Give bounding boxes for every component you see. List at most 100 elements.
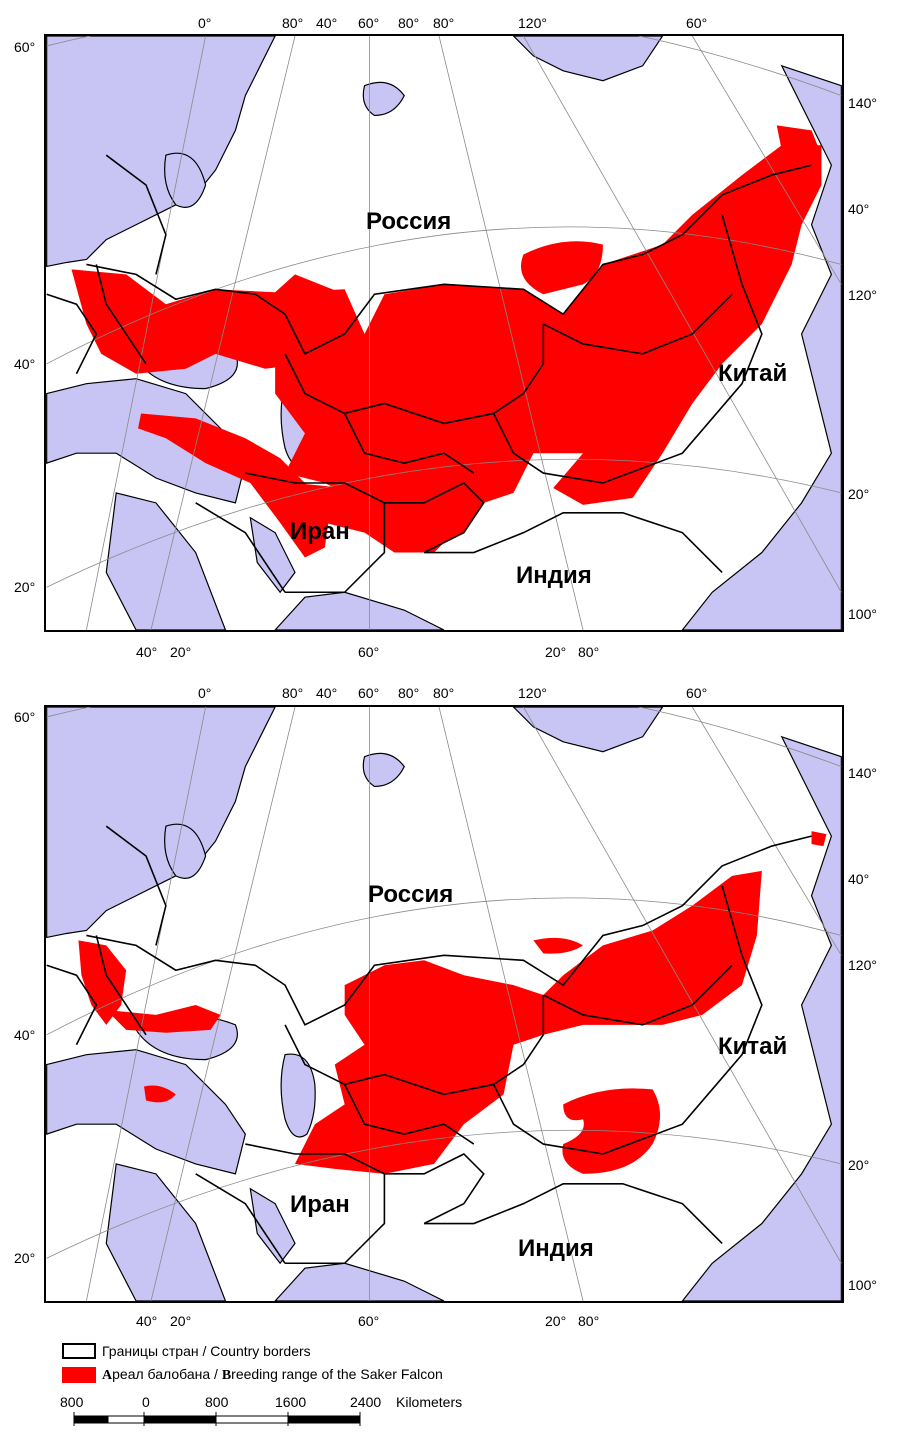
sea-persian-gulf xyxy=(249,516,296,594)
country-label-iran: Иран xyxy=(290,518,350,545)
graticule-meridian-4 xyxy=(438,36,584,630)
border-mongolia xyxy=(542,293,733,355)
border-arabia xyxy=(195,1173,286,1264)
border-mongolia xyxy=(542,964,733,1026)
country-label-india: Индия xyxy=(516,562,592,589)
border-afghanistan xyxy=(384,482,485,554)
top-label-right-3: 120° xyxy=(848,287,877,303)
border-afghanistan xyxy=(384,1153,485,1225)
range-mongolia-north xyxy=(533,937,584,954)
graticule-meridian-1 xyxy=(86,707,206,1301)
top-label-top-3: 40° xyxy=(316,15,338,31)
sea-atlantic xyxy=(46,36,276,268)
sea-red-gulf xyxy=(105,1163,227,1301)
border-europe-1 xyxy=(95,264,147,365)
range-anatolia-patch xyxy=(144,1085,176,1103)
bottom-label-right-2: 40° xyxy=(848,871,870,887)
border-europe-3 xyxy=(46,964,98,1046)
bottom-label-bottom-2: 20° xyxy=(170,1313,192,1329)
legend-swatch-range xyxy=(62,1367,96,1383)
sea-areas xyxy=(46,707,842,1301)
top-label-top-1: 0° xyxy=(198,15,212,31)
sea-mediterranean xyxy=(46,378,246,504)
border-kazakhstan xyxy=(284,324,545,425)
range-hungary xyxy=(78,940,127,1025)
sea-atlantic xyxy=(46,707,276,939)
scale-segment-3 xyxy=(144,1416,216,1423)
country-label-china: Китай xyxy=(718,1033,788,1060)
country-label-india: Индия xyxy=(518,1235,594,1262)
legend-swatch-borders xyxy=(62,1343,96,1359)
sea-baltic xyxy=(164,152,207,208)
scale-segment-2 xyxy=(107,1415,145,1424)
graticule-meridian-2 xyxy=(150,707,296,1301)
range-central xyxy=(245,145,822,553)
bottom-label-right-5: 100° xyxy=(848,1277,877,1293)
bottom-label-top-4: 60° xyxy=(358,685,380,701)
top-label-right-2: 40° xyxy=(848,201,870,217)
graticule-meridian-6 xyxy=(691,36,842,285)
scale-tick-label-3: 800 xyxy=(205,1394,229,1410)
graticule xyxy=(46,36,842,630)
sea-white xyxy=(362,81,405,117)
border-europe-2 xyxy=(105,154,167,275)
graticule-parallel-60 xyxy=(46,36,842,96)
bottom-label-right-3: 120° xyxy=(848,957,877,973)
border-china-west xyxy=(492,885,763,1155)
graticule-parallel-60 xyxy=(46,707,842,767)
sea-red-gulf xyxy=(105,492,227,630)
top-label-right-4: 20° xyxy=(848,486,870,502)
bottom-label-right-4: 20° xyxy=(848,1157,870,1173)
legend-borders: Границы стран / Country borders xyxy=(62,1342,311,1360)
sea-white xyxy=(362,752,405,788)
sea-arabian xyxy=(274,1262,445,1301)
scale-bar xyxy=(73,1412,361,1426)
bottom-label-bottom-3: 60° xyxy=(358,1313,380,1329)
country-label-china: Китай xyxy=(718,360,788,387)
top-label-left-1: 60° xyxy=(14,39,36,55)
legend-borders-label: Границы стран / Country borders xyxy=(102,1343,311,1359)
top-label-left-2: 40° xyxy=(14,356,36,372)
map-bottom-canvas xyxy=(46,707,842,1301)
bottom-label-top-3: 40° xyxy=(316,685,338,701)
country-label-iran: Иран xyxy=(290,1191,350,1218)
bottom-label-bottom-1: 40° xyxy=(136,1313,158,1329)
graticule-meridian-4 xyxy=(438,707,584,1301)
bottom-label-top-5: 80° xyxy=(398,685,420,701)
legend-range-en-initial: B xyxy=(221,1368,232,1383)
sea-persian-gulf xyxy=(249,1187,296,1265)
scale-segment-1 xyxy=(74,1416,108,1423)
sea-mediterranean xyxy=(46,1049,246,1175)
country-borders xyxy=(46,154,812,594)
top-label-right-5: 100° xyxy=(848,606,877,622)
graticule-parallel-40 xyxy=(46,897,842,1036)
graticule-parallel-20 xyxy=(46,1129,842,1259)
range-ne-patch xyxy=(811,831,827,847)
scale-unit-label: Kilometers xyxy=(396,1394,463,1410)
bottom-label-right-1: 140° xyxy=(848,765,877,781)
graticule xyxy=(46,707,842,1301)
top-label-bottom-3: 60° xyxy=(358,644,380,660)
top-label-top-2: 80° xyxy=(282,15,304,31)
range-ukraine xyxy=(106,1004,221,1033)
bottom-label-bottom-4: 20° xyxy=(545,1313,567,1329)
bottom-label-left-1: 60° xyxy=(14,709,36,725)
bottom-label-top-2: 80° xyxy=(282,685,304,701)
bottom-label-left-3: 20° xyxy=(14,1250,36,1266)
range-anatolia xyxy=(138,413,330,558)
bottom-label-top-7: 120° xyxy=(518,685,547,701)
border-central-asia xyxy=(343,413,475,474)
scale-segment-4 xyxy=(215,1415,289,1424)
legend-range: Ареал балобана / Breeding range of the S… xyxy=(62,1366,443,1384)
scale-tick-label-5: 2400 xyxy=(350,1394,382,1410)
scale-segment-5 xyxy=(288,1416,360,1423)
top-label-left-3: 20° xyxy=(14,579,36,595)
border-china-west xyxy=(492,214,763,484)
border-india xyxy=(424,1182,723,1244)
top-label-bottom-1: 40° xyxy=(136,644,158,660)
border-europe-1 xyxy=(95,935,147,1036)
scale-tick-label-4: 1600 xyxy=(275,1394,307,1410)
sea-arctic-bay xyxy=(512,707,664,753)
bottom-label-top-8: 60° xyxy=(686,685,708,701)
sea-east-asia xyxy=(681,64,842,630)
